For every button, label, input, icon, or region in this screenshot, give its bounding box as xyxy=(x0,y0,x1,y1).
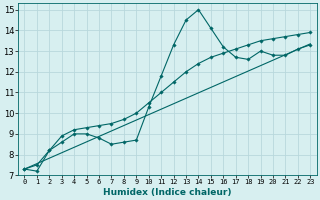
X-axis label: Humidex (Indice chaleur): Humidex (Indice chaleur) xyxy=(103,188,232,197)
